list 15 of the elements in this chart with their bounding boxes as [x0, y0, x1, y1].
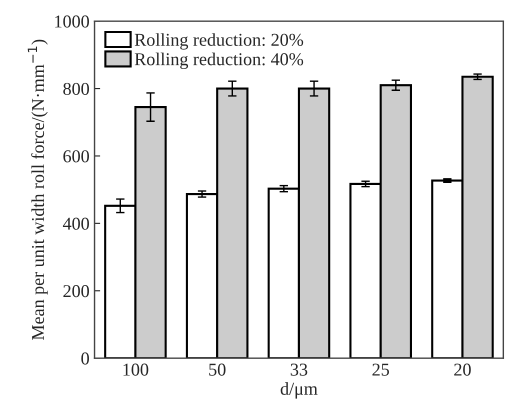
- y-tick-label: 0: [81, 352, 89, 365]
- y-tick-label: 200: [63, 285, 89, 298]
- x-tick-label: 50: [209, 364, 226, 376]
- y-axis-title: Mean per unit width roll force/(N·mm$^{−1}$): [28, 40, 48, 340]
- x-tick-label: 100: [123, 364, 148, 376]
- y-tick-label: 400: [62, 218, 89, 230]
- x-axis-title: d/μm: [280, 382, 318, 399]
- legend-label: Rolling reduction: 40%: [134, 52, 304, 70]
- legend-label: Rolling reduction: 20%: [134, 33, 304, 50]
- x-tick-label: 33: [290, 364, 308, 376]
- y-tick-label: 600: [63, 150, 89, 162]
- y-tick-label: 1000: [55, 15, 89, 28]
- x-tick-label: 20: [454, 364, 471, 376]
- x-tick-label: 25: [372, 364, 390, 376]
- y-tick-label: 800: [63, 82, 89, 96]
